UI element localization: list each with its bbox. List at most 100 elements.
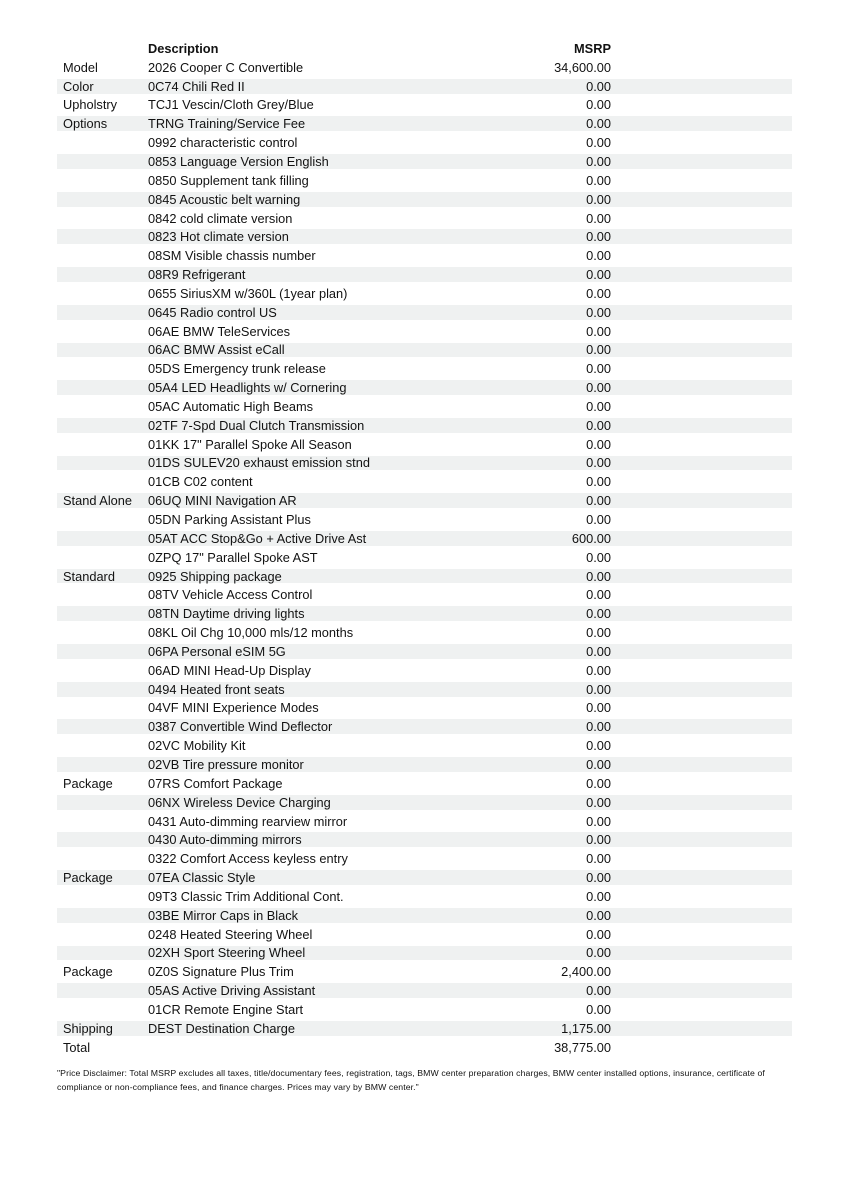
msrp-cell: 0.00 — [586, 248, 611, 264]
msrp-header: MSRP — [574, 40, 611, 56]
msrp-cell: 38,775.00 — [554, 1039, 611, 1055]
table-row: Shipping DEST Destination Charge 1,175.00 — [57, 1018, 792, 1038]
table-row: Standard 0925 Shipping package 0.00 — [57, 566, 792, 586]
msrp-cell: 0.00 — [586, 587, 611, 603]
table-row: 0992 characteristic control 0.00 — [57, 133, 792, 152]
msrp-cell: 0.00 — [586, 756, 611, 772]
category-cell: Color — [63, 78, 94, 94]
description-cell: 0842 cold climate version — [148, 210, 293, 226]
table-row: 05A4 LED Headlights w/ Cornering 0.00 — [57, 378, 792, 398]
description-cell: 0387 Convertible Wind Deflector — [148, 719, 333, 735]
description-cell: 05AC Automatic High Beams — [148, 398, 314, 414]
table-row: 0842 cold climate version 0.00 — [57, 209, 792, 228]
table-header-row: Description MSRP — [57, 39, 792, 58]
description-cell: 0248 Heated Steering Wheel — [148, 926, 313, 942]
msrp-cell: 0.00 — [586, 210, 611, 226]
msrp-cell: 0.00 — [586, 662, 611, 678]
msrp-cell: 0.00 — [586, 323, 611, 339]
msrp-cell: 0.00 — [586, 549, 611, 565]
msrp-cell: 2,400.00 — [561, 964, 611, 980]
msrp-cell: 0.00 — [586, 719, 611, 735]
msrp-cell: 600.00 — [571, 530, 611, 546]
msrp-cell: 0.00 — [586, 512, 611, 528]
msrp-cell: 0.00 — [586, 813, 611, 829]
category-cell: Total — [63, 1039, 91, 1055]
table-row: 03BE Mirror Caps in Black 0.00 — [57, 905, 792, 925]
description-cell: 06UQ MINI Navigation AR — [148, 493, 297, 509]
table-row: 06AE BMW TeleServices 0.00 — [57, 322, 792, 341]
msrp-cell: 0.00 — [586, 267, 611, 283]
description-cell: 02VB Tire pressure monitor — [148, 756, 304, 772]
table-row: 0431 Auto-dimming rearview mirror 0.00 — [57, 812, 792, 831]
description-header: Description — [148, 40, 219, 56]
table-row: 06NX Wireless Device Charging 0.00 — [57, 792, 792, 812]
msrp-cell: 0.00 — [586, 153, 611, 169]
description-cell: 04VF MINI Experience Modes — [148, 700, 319, 716]
table-row: 06AD MINI Head-Up Display 0.00 — [57, 661, 792, 680]
table-row: 0322 Comfort Access keyless entry 0.00 — [57, 849, 792, 868]
table-row: Options TRNG Training/Service Fee 0.00 — [57, 114, 792, 134]
table-row: Stand Alone 06UQ MINI Navigation AR 0.00 — [57, 491, 792, 511]
description-cell: 05DS Emergency trunk release — [148, 361, 326, 377]
table-row: Color 0C74 Chili Red II 0.00 — [57, 76, 792, 96]
msrp-cell: 0.00 — [586, 493, 611, 509]
description-cell: 2026 Cooper C Convertible — [148, 59, 304, 75]
description-cell: 06AC BMW Assist eCall — [148, 342, 285, 358]
description-cell: 05AS Active Driving Assistant — [148, 983, 316, 999]
table-row: 05DN Parking Assistant Plus 0.00 — [57, 510, 792, 529]
description-cell: 01CR Remote Engine Start — [148, 1001, 304, 1017]
msrp-cell: 0.00 — [586, 78, 611, 94]
msrp-cell: 0.00 — [586, 380, 611, 396]
table-row: 06AC BMW Assist eCall 0.00 — [57, 340, 792, 360]
table-row: 0430 Auto-dimming mirrors 0.00 — [57, 830, 792, 850]
description-cell: 0655 SiriusXM w/360L (1year plan) — [148, 285, 348, 301]
msrp-cell: 0.00 — [586, 606, 611, 622]
category-cell: Upholstry — [63, 97, 118, 113]
msrp-cell: 0.00 — [586, 643, 611, 659]
msrp-cell: 0.00 — [586, 700, 611, 716]
table-row: Upholstry TCJ1 Vescin/Cloth Grey/Blue 0.00 — [57, 96, 792, 115]
table-row: 0645 Radio control US 0.00 — [57, 302, 792, 322]
msrp-cell: 0.00 — [586, 568, 611, 584]
description-cell: 0430 Auto-dimming mirrors — [148, 832, 302, 848]
description-cell: 02VC Mobility Kit — [148, 738, 246, 754]
table-row: 0845 Acoustic belt warning 0.00 — [57, 189, 792, 209]
table-row: 05AT ACC Stop&Go + Active Drive Ast 600.0… — [57, 528, 792, 548]
msrp-cell: 1,175.00 — [561, 1020, 611, 1036]
category-cell: Options — [63, 116, 108, 132]
description-cell: 07RS Comfort Package — [148, 775, 283, 791]
description-cell: TRNG Training/Service Fee — [148, 116, 306, 132]
description-cell: 08TV Vehicle Access Control — [148, 587, 313, 603]
category-cell: Package — [63, 775, 113, 791]
description-cell: 01KK 17" Parallel Spoke All Season — [148, 436, 352, 452]
category-cell: Model — [63, 59, 98, 75]
table-row: 08SM Visible chassis number 0.00 — [57, 246, 792, 265]
category-cell: Package — [63, 964, 113, 980]
category-cell: Standard — [63, 568, 115, 584]
description-cell: 02TF 7-Spd Dual Clutch Transmission — [148, 417, 365, 433]
table-row: 06PA Personal eSIM 5G 0.00 — [57, 642, 792, 661]
table-row: Package 0Z0S Signature Plus Trim 2,400.00 — [57, 962, 792, 981]
pricing-table-body: Model 2026 Cooper C Convertible 34,600.00 C… — [57, 58, 792, 1057]
table-row: 0ZPQ 17" Parallel Spoke AST 0.00 — [57, 548, 792, 567]
description-cell: 09T3 Classic Trim Additional Cont. — [148, 888, 344, 904]
table-row: 02VB Tire pressure monitor 0.00 — [57, 755, 792, 774]
pricing-table: Description MSRP Model 2026 Cooper C Conv… — [57, 39, 792, 1057]
msrp-cell: 0.00 — [586, 983, 611, 999]
msrp-cell: 0.00 — [586, 681, 611, 697]
table-row: 0823 Hot climate version 0.00 — [57, 227, 792, 247]
table-row: 0494 Heated front seats 0.00 — [57, 679, 792, 699]
description-cell: 0845 Acoustic belt warning — [148, 191, 301, 207]
table-row: 01DS SULEV20 exhaust emission stnd 0.00 — [57, 453, 792, 473]
table-row: Total 38,775.00 — [57, 1038, 792, 1057]
table-row: 0853 Language Version English 0.00 — [57, 152, 792, 171]
table-row: Package 07EA Classic Style 0.00 — [57, 868, 792, 887]
table-row: 04VF MINI Experience Modes 0.00 — [57, 699, 792, 718]
table-row: 02TF 7-Spd Dual Clutch Transmission 0.00 — [57, 415, 792, 435]
table-row: 02XH Sport Steering Wheel 0.00 — [57, 943, 792, 963]
description-cell: 08KL Oil Chg 10,000 mls/12 months — [148, 625, 354, 641]
table-row: 08TN Daytime driving lights 0.00 — [57, 604, 792, 624]
msrp-cell: 0.00 — [586, 342, 611, 358]
description-cell: 03BE Mirror Caps in Black — [148, 907, 299, 923]
category-cell: Shipping — [63, 1020, 113, 1036]
